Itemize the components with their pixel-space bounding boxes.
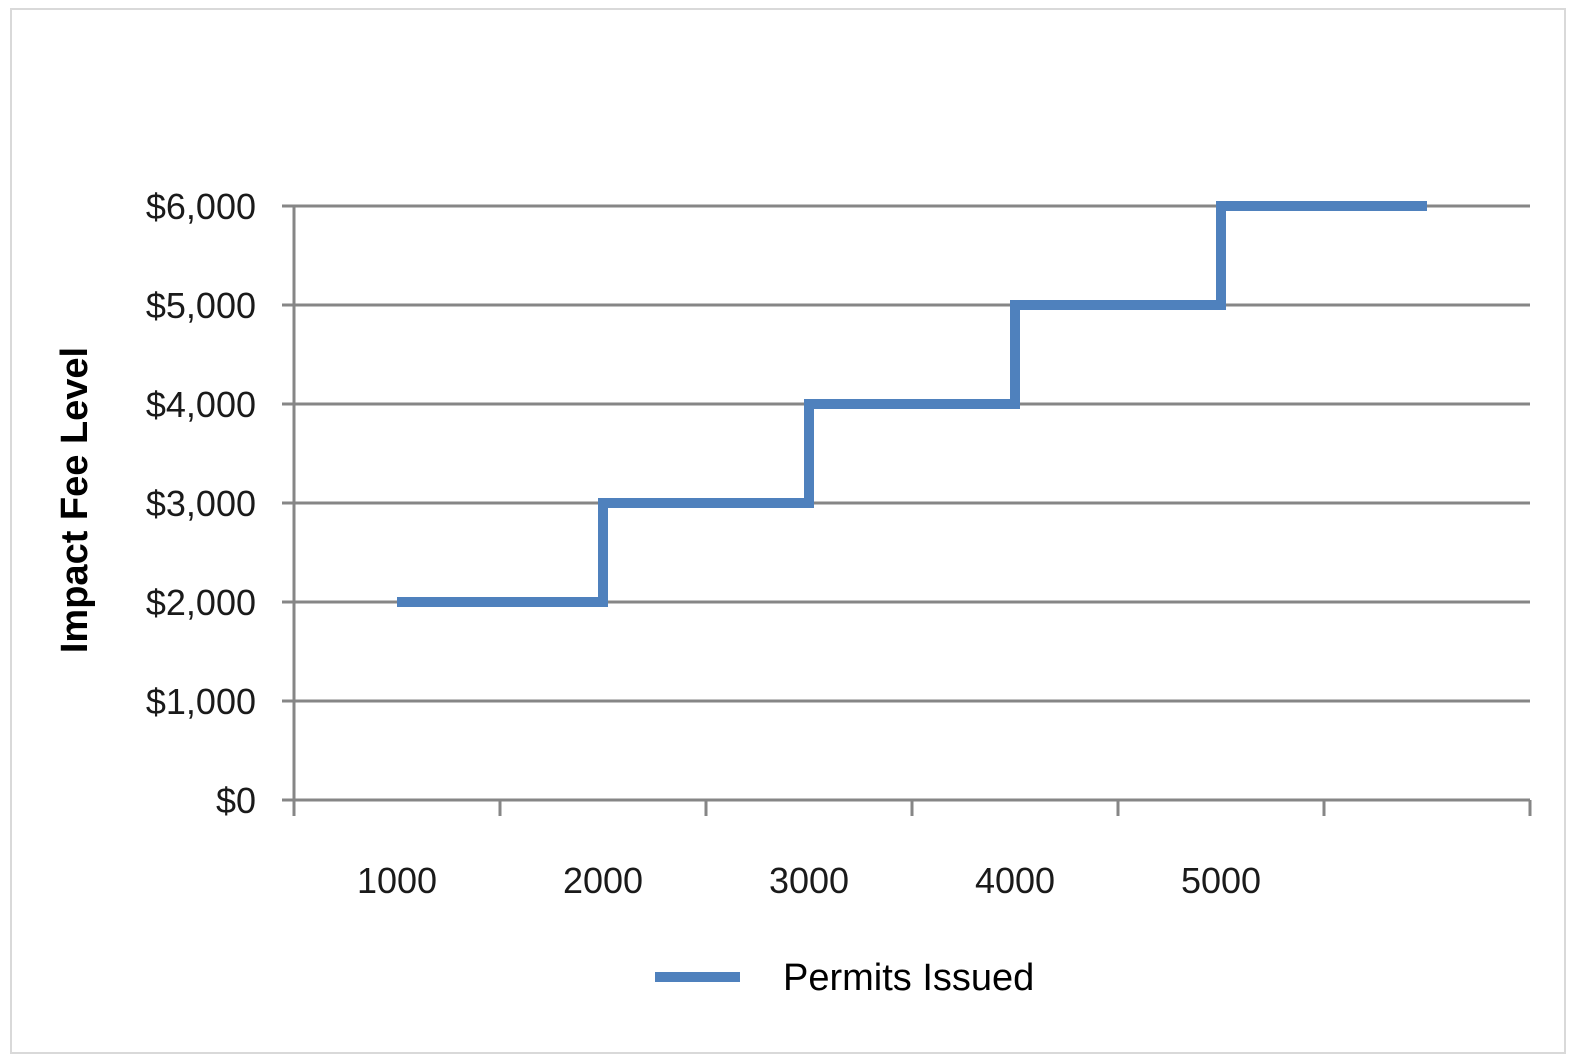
y-tick-label: $2,000 — [146, 582, 256, 623]
x-tick-labels: 1000 2000 3000 4000 5000 — [357, 860, 1261, 901]
y-tick-label: $4,000 — [146, 384, 256, 425]
x-tick-label: 4000 — [975, 860, 1055, 901]
series-layer — [397, 201, 1427, 607]
axes — [282, 206, 1532, 816]
x-tick-label: 2000 — [563, 860, 643, 901]
x-tick-label: 3000 — [769, 860, 849, 901]
legend-label-permits-issued: Permits Issued — [783, 957, 1034, 999]
y-tick-label: $3,000 — [146, 483, 256, 524]
y-tick-label: $5,000 — [146, 285, 256, 326]
y-tick-label: $6,000 — [146, 186, 256, 227]
legend: Permits Issued — [655, 957, 1034, 999]
x-tick-label: 5000 — [1181, 860, 1261, 901]
y-tick-label: $1,000 — [146, 681, 256, 722]
gridlines — [282, 204, 1530, 703]
series-line-permits-issued — [397, 201, 1427, 607]
x-tick-label: 1000 — [357, 860, 437, 901]
y-axis-title: Impact Fee Level — [54, 347, 96, 653]
chart-frame — [10, 8, 1566, 1054]
y-tick-labels: $0 $1,000 $2,000 $3,000 $4,000 $5,000 $6,000 — [146, 186, 256, 821]
y-tick-label: $0 — [216, 780, 256, 821]
